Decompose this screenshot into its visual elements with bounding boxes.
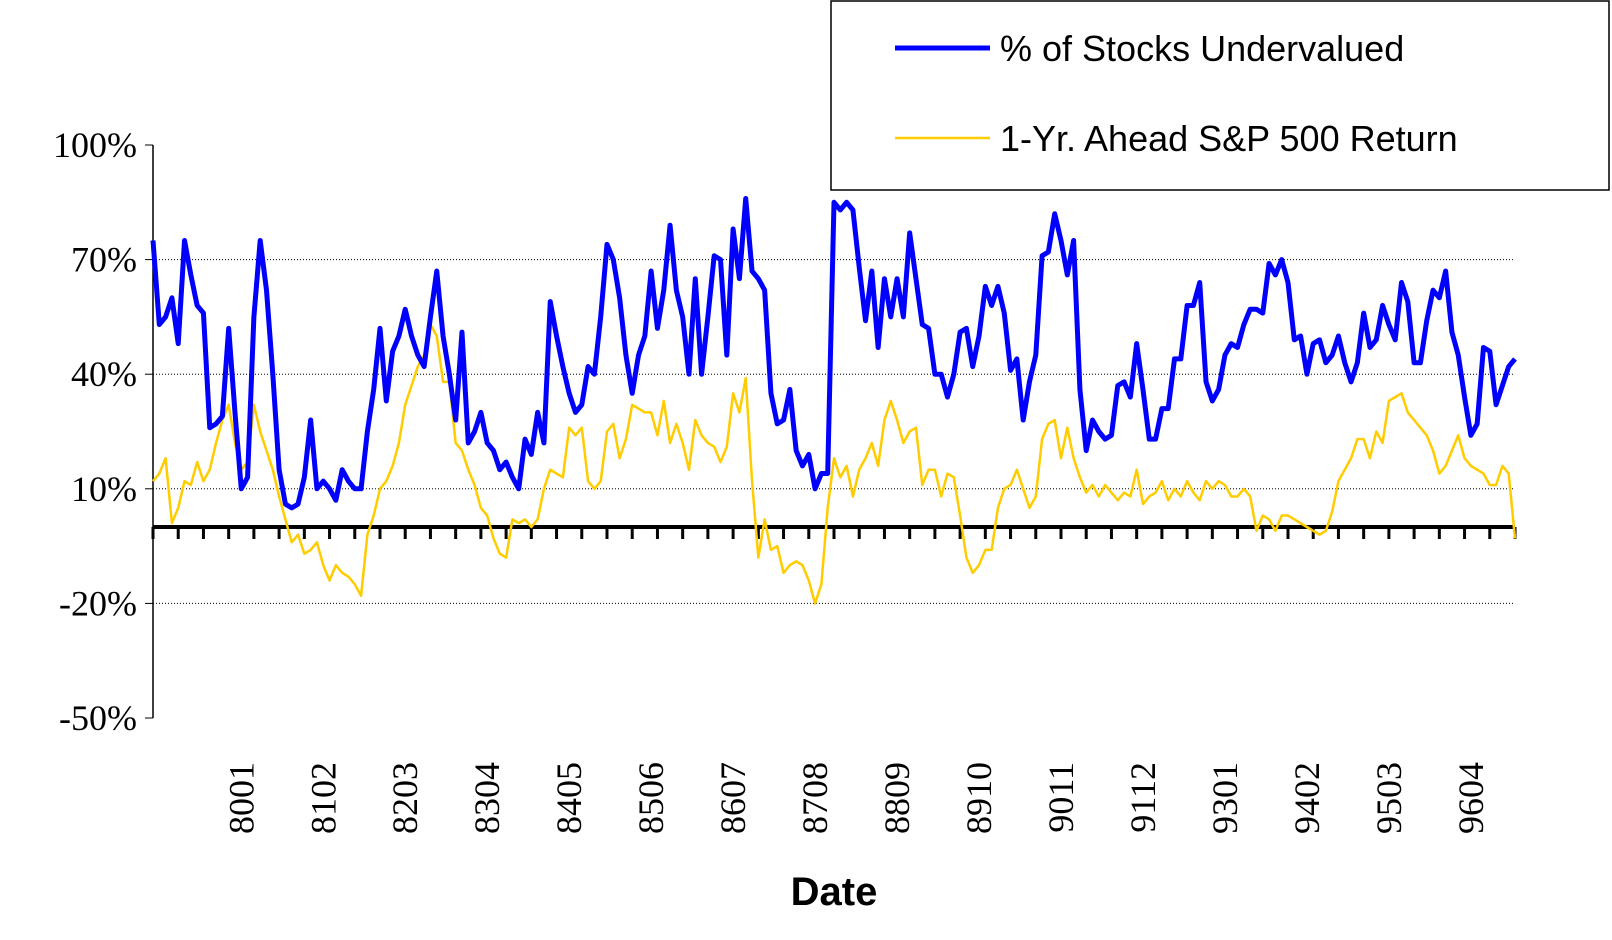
y-tick-label: -20% bbox=[59, 583, 137, 623]
x-tick-label: 9402 bbox=[1287, 762, 1327, 834]
x-tick-label: 8102 bbox=[303, 762, 343, 834]
x-tick-label: 8203 bbox=[385, 762, 425, 834]
legend-box bbox=[830, 0, 1610, 191]
series-line bbox=[150, 195, 1517, 511]
x-tick-label: 8607 bbox=[713, 762, 753, 834]
series-line bbox=[152, 323, 1517, 605]
x-tick-label: 8405 bbox=[549, 762, 589, 834]
x-tick-label: 8708 bbox=[795, 762, 835, 834]
x-tick-label: 9112 bbox=[1123, 762, 1163, 833]
x-axis-label: Date bbox=[791, 870, 878, 914]
x-tick-label: 9301 bbox=[1205, 762, 1245, 834]
x-tick-label: 9604 bbox=[1451, 762, 1491, 834]
x-tick-label: 8001 bbox=[221, 762, 261, 834]
x-tick-label: 8304 bbox=[467, 762, 507, 834]
x-tick-label: 9503 bbox=[1369, 762, 1409, 834]
x-tick-label: 8910 bbox=[959, 762, 999, 834]
legend-label: 1-Yr. Ahead S&P 500 Return bbox=[1000, 118, 1458, 159]
y-tick-label: 100% bbox=[53, 125, 137, 165]
legend-label: % of Stocks Undervalued bbox=[1000, 28, 1404, 69]
y-tick-label: 10% bbox=[71, 469, 137, 509]
x-tick-label: 8809 bbox=[877, 762, 917, 834]
y-tick-label: 40% bbox=[71, 354, 137, 394]
x-tick-label: 8506 bbox=[631, 762, 671, 834]
y-tick-label: -50% bbox=[59, 698, 137, 738]
x-tick-label: 9011 bbox=[1041, 762, 1081, 833]
y-tick-label: 70% bbox=[71, 240, 137, 280]
